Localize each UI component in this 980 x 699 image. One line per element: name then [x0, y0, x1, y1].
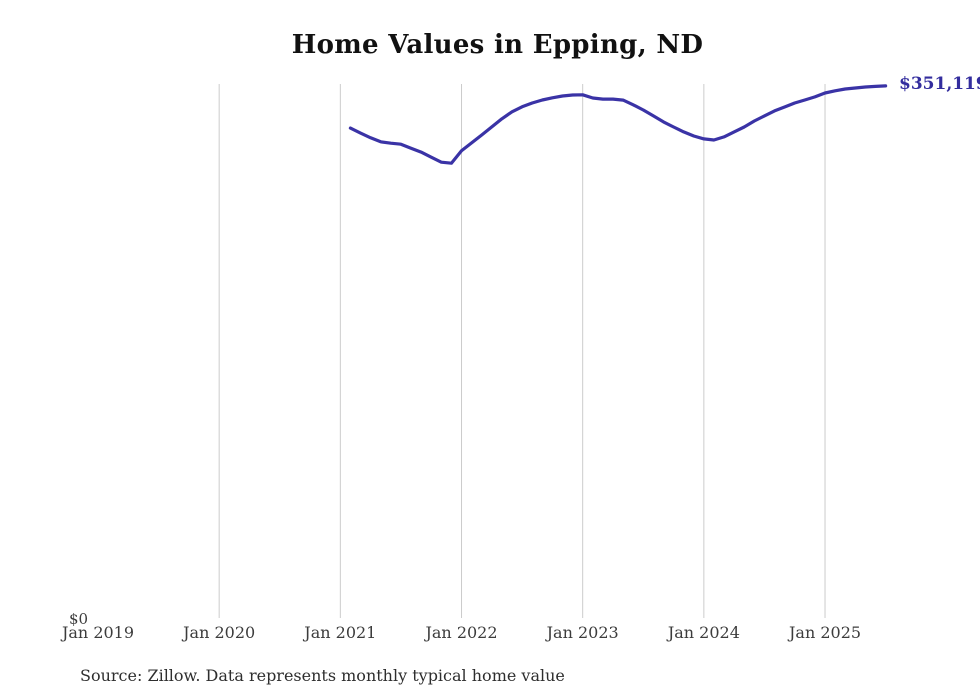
source-note: Source: Zillow. Data represents monthly … — [80, 666, 565, 685]
x-axis-label: Jan 2020 — [183, 623, 256, 642]
x-axis-label: Jan 2024 — [667, 623, 740, 642]
chart-title: Home Values in Epping, ND — [291, 30, 704, 60]
latest-value-label: $351,119 — [899, 74, 980, 94]
x-axis-labels: Jan 2019 Jan 2020 Jan 2021 Jan 2022 Jan 2023… — [0, 623, 980, 645]
x-axis-label: Jan 2021 — [304, 623, 377, 642]
x-axis-label: Jan 2025 — [788, 623, 862, 642]
x-axis-label: Jan 2022 — [425, 623, 498, 642]
x-axis-label: Jan 2023 — [546, 623, 619, 642]
home-value-line — [348, 84, 888, 165]
y-axis-zero-label: $0 — [69, 610, 89, 628]
x-axis-label: Jan 2019 — [61, 623, 135, 642]
